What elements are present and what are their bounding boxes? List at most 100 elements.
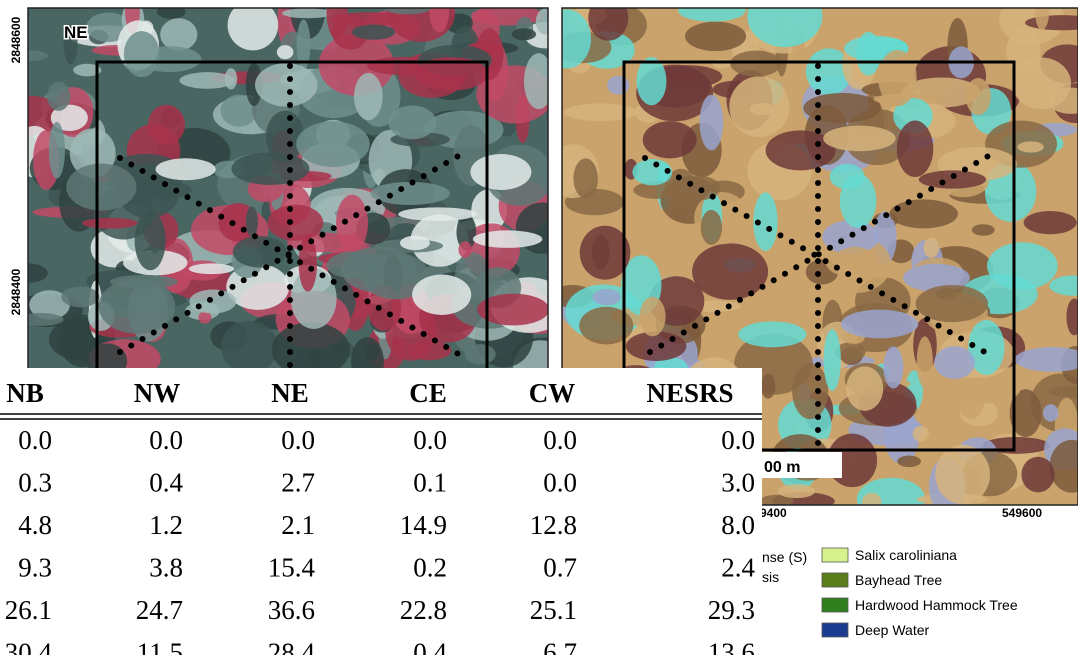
legend-swatch [822, 548, 848, 562]
legend-swatch [822, 598, 848, 612]
texture [470, 154, 531, 190]
table-cell: 0.1 [413, 468, 447, 498]
texture [897, 456, 921, 468]
table-cell: 29.3 [708, 595, 755, 625]
table-cell: 24.7 [136, 595, 183, 625]
texture [255, 63, 318, 106]
table-header: NW [134, 378, 181, 408]
texture [573, 158, 597, 198]
texture [148, 105, 185, 145]
table-cell: 9.3 [18, 553, 52, 583]
table-cell: 0.0 [721, 425, 755, 455]
texture [640, 297, 666, 337]
texture [336, 195, 368, 252]
table-cell: 13.6 [708, 638, 755, 655]
texture [987, 242, 1058, 289]
legend-label: Bayhead Tree [855, 572, 942, 588]
texture [840, 174, 877, 228]
table-cell: 14.9 [400, 510, 447, 540]
texture [400, 236, 430, 250]
texture [972, 224, 995, 235]
legend-partial: sis [762, 569, 779, 585]
texture [221, 321, 278, 374]
texture [730, 51, 781, 77]
texture [277, 45, 294, 59]
table-header: CW [529, 378, 576, 408]
legend-swatch [822, 623, 848, 637]
texture [856, 32, 880, 76]
panel-label: NE [64, 23, 88, 42]
table-cell: 3.0 [721, 468, 755, 498]
texture [913, 426, 929, 442]
texture [841, 310, 918, 339]
table-cell: 0.4 [413, 638, 447, 655]
texture [61, 287, 99, 308]
texture [458, 241, 471, 258]
texture [750, 103, 775, 115]
texture [296, 121, 370, 167]
texture [47, 82, 70, 111]
texture [823, 126, 896, 152]
texture [398, 207, 477, 221]
table-cell: 2.4 [721, 553, 755, 583]
table-cell: 0.2 [413, 553, 447, 583]
texture [246, 206, 258, 237]
texture [1043, 404, 1058, 421]
table-cell: 0.0 [18, 425, 52, 455]
table-header: CE [409, 378, 447, 408]
texture [846, 366, 883, 410]
texture [1017, 141, 1044, 152]
texture [700, 95, 724, 151]
texture [225, 68, 237, 89]
texture [712, 59, 730, 69]
texture [412, 275, 471, 315]
texture [944, 377, 1020, 403]
table-cell: 0.3 [18, 468, 52, 498]
table-cell: 30.4 [5, 638, 53, 655]
texture [883, 346, 903, 388]
y-tick-label: 2848400 [9, 268, 23, 315]
legend-label: Salix caroliniana [855, 547, 957, 563]
texture [966, 78, 991, 115]
table-cell: 1.2 [149, 510, 183, 540]
table-cell: 11.5 [137, 638, 183, 655]
texture [917, 336, 933, 387]
y-tick-label: 2848600 [9, 16, 23, 63]
texture [607, 76, 629, 95]
table-cell: 28.4 [268, 638, 316, 655]
table-cell: 0.4 [149, 468, 183, 498]
texture [924, 238, 939, 258]
texture [919, 170, 986, 188]
texture [1021, 457, 1054, 493]
legend-label: Hardwood Hammock Tree [855, 597, 1018, 613]
legend-label: Deep Water [855, 622, 930, 638]
texture [282, 8, 332, 18]
table-cell: 2.1 [281, 510, 315, 540]
legend-partial: nse (S) [762, 549, 807, 565]
texture [878, 50, 917, 106]
texture [66, 164, 136, 211]
legend-swatch [822, 573, 848, 587]
table-cell: 0.0 [543, 425, 577, 455]
texture [685, 22, 746, 52]
texture [370, 182, 449, 205]
texture [935, 445, 990, 504]
texture [473, 230, 542, 247]
table-cell: 4.8 [18, 510, 52, 540]
x-tick-label: 9400 [760, 506, 787, 520]
scale-label: 00 m [764, 459, 800, 476]
texture [189, 290, 236, 314]
texture [834, 247, 876, 275]
table-cell: 0.0 [543, 468, 577, 498]
table-background [0, 368, 762, 655]
texture [82, 218, 137, 229]
texture [160, 18, 197, 50]
texture [792, 363, 828, 419]
table-cell: 2.7 [281, 468, 315, 498]
texture [803, 93, 881, 123]
table-cell: 26.1 [5, 595, 52, 625]
texture [738, 321, 806, 347]
texture [365, 344, 380, 361]
texture [1024, 211, 1077, 234]
texture [49, 122, 65, 179]
